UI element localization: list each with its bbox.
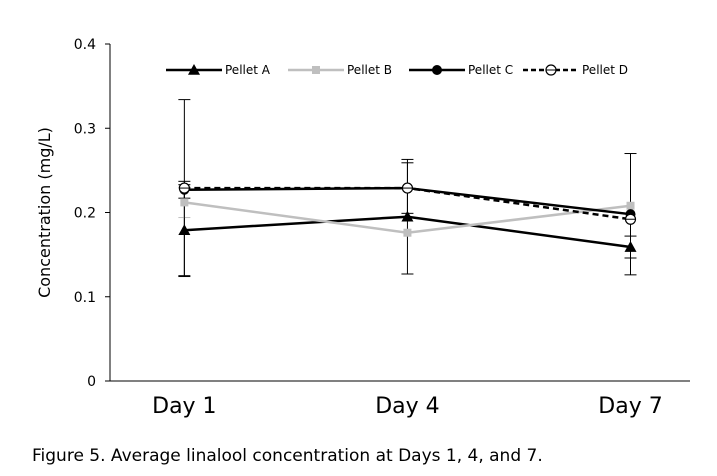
legend-pellet-b-marker — [312, 66, 320, 74]
x-category-label: Day 7 — [598, 394, 662, 419]
pellet-a-point — [624, 241, 637, 252]
chart: 0 0.1 0.2 0.3 0.4 Day 1 Day 4 Day 7 Concentratio… — [35, 37, 690, 419]
figure-caption: Figure 5. Average linalool concentration… — [32, 446, 543, 466]
legend-pellet-d-label: Pellet D — [582, 63, 628, 77]
legend-pellet-c-marker — [432, 65, 442, 75]
legend-pellet-a-label: Pellet A — [225, 63, 271, 77]
y-tick-label: 0.4 — [74, 37, 96, 53]
y-tick-label: 0.1 — [74, 290, 96, 306]
legend-pellet-b-label: Pellet B — [347, 63, 392, 77]
pellet-b-point — [403, 228, 412, 237]
x-category-label: Day 4 — [375, 394, 439, 419]
y-tick-label: 0.2 — [74, 206, 96, 222]
pellet-a-point — [178, 224, 191, 235]
legend-pellet-a-marker — [188, 64, 200, 75]
legend-pellet-c-label: Pellet C — [468, 63, 513, 77]
x-category-label: Day 1 — [152, 394, 216, 419]
pellet-a-point — [401, 210, 414, 222]
y-tick-label: 0 — [87, 374, 96, 390]
pellet-b-point — [626, 201, 635, 210]
pellet-b-point — [180, 198, 189, 207]
y-tick-label: 0.3 — [74, 121, 96, 137]
y-axis-label: Concentration (mg/L) — [35, 127, 54, 298]
